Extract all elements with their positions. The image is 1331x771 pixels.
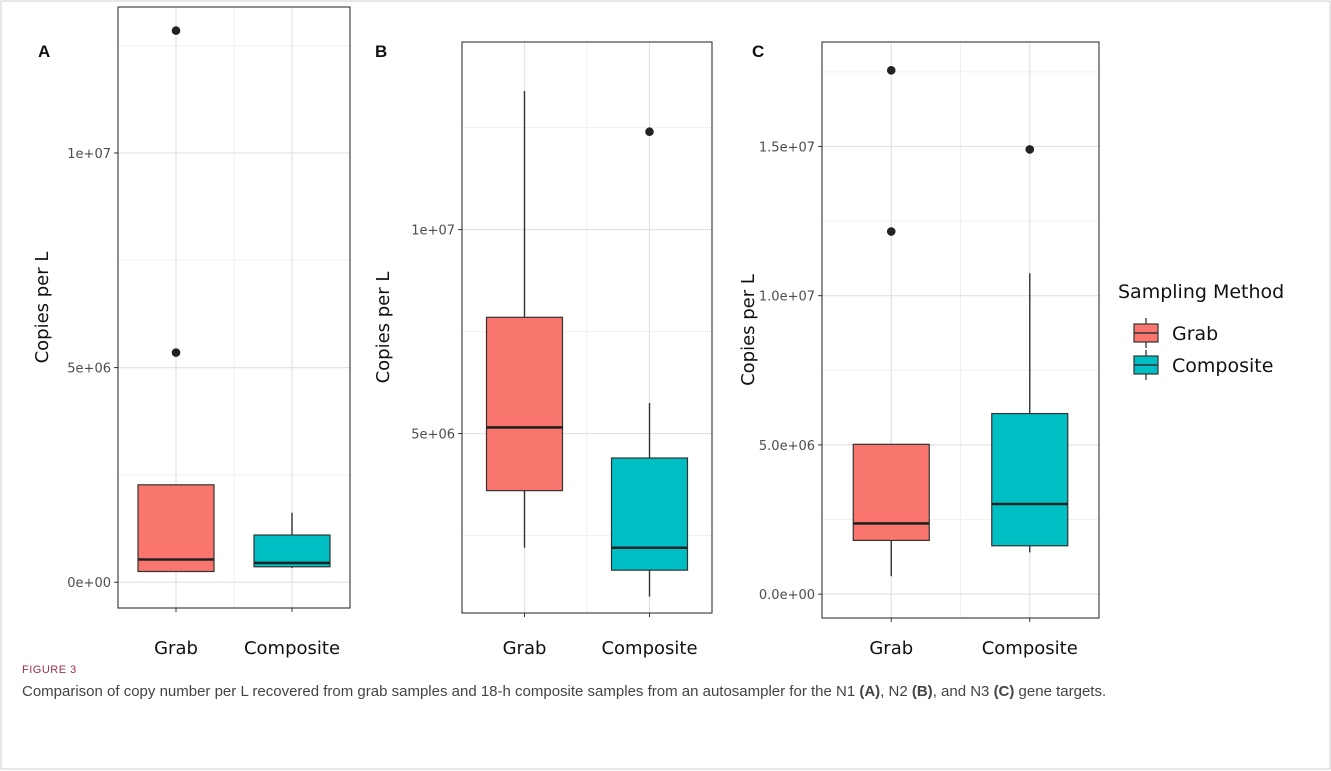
box-grab — [852, 66, 930, 577]
y-axis-label: Copies per L — [738, 274, 759, 386]
caption-text-part: Comparison of copy number per L recovere… — [22, 683, 860, 700]
box-grab — [485, 90, 564, 548]
box-iqr — [852, 443, 930, 542]
outlier-point — [886, 227, 896, 236]
panel-letter-A: A — [38, 42, 50, 61]
box-composite — [610, 127, 689, 597]
x-category-label: Composite — [244, 638, 340, 659]
box-iqr — [991, 412, 1069, 547]
caption-text-part: gene targets. — [1014, 683, 1107, 700]
panel-B: B 5e+06 1e+07 Grab Composite Copies per L — [373, 41, 713, 659]
outlier-point — [171, 26, 181, 35]
box-iqr — [485, 316, 564, 492]
box-composite — [991, 145, 1069, 553]
y-axis-label: Copies per L — [373, 272, 394, 384]
plots-area: A 0e+00 5e+06 1e+07 Grab Composite Copies per … — [32, 6, 1100, 659]
panel-letter-C: C — [752, 42, 764, 61]
panel-A: A 0e+00 5e+06 1e+07 Grab Composite Copies per … — [32, 6, 351, 659]
y-tick-label: 0e+00 — [67, 576, 111, 591]
outlier-point — [886, 66, 896, 75]
caption-panel-ref: (A) — [859, 683, 881, 700]
panel-border — [461, 41, 713, 614]
box-iqr — [137, 484, 215, 573]
y-tick-label: 5e+06 — [411, 428, 455, 443]
caption-panel-ref: (C) — [993, 683, 1015, 700]
box-iqr — [253, 534, 331, 568]
y-axis-label: Copies per L — [32, 252, 53, 364]
caption-text-part: , N2 — [880, 683, 912, 700]
box-grab — [137, 26, 215, 573]
x-category-label: Composite — [982, 638, 1078, 659]
x-category-label: Grab — [154, 638, 198, 659]
y-tick-label: 1.0e+07 — [759, 290, 815, 305]
y-tick-label: 1e+07 — [411, 224, 455, 239]
y-tick-label: 5.0e+06 — [759, 439, 815, 454]
figure-caption: Comparison of copy number per L recovere… — [22, 681, 1302, 702]
box-iqr — [610, 457, 689, 571]
panel-border — [821, 41, 1100, 619]
x-category-label: Grab — [503, 638, 547, 659]
outlier-point — [1025, 145, 1035, 154]
y-tick-label: 5e+06 — [67, 362, 111, 377]
legend-label: Composite — [1172, 355, 1273, 377]
panel-border — [117, 6, 351, 609]
panel-C: C 0.0e+00 5.0e+06 1.0e+07 1.5e+07 Grab Composi… — [738, 41, 1100, 659]
legend-title: Sampling Method — [1118, 281, 1284, 303]
caption-text-part: , and N3 — [932, 683, 994, 700]
y-tick-label: 0.0e+00 — [759, 588, 815, 603]
caption-panel-ref: (B) — [911, 683, 933, 700]
legend: Sampling Method Grab Composite — [1118, 281, 1284, 380]
legend-label: Grab — [1172, 323, 1218, 345]
y-tick-label: 1.5e+07 — [759, 140, 815, 155]
x-category-label: Grab — [869, 638, 913, 659]
panel-letter-B: B — [375, 42, 387, 61]
outlier-point — [645, 127, 654, 137]
y-tick-label: 1e+07 — [67, 147, 111, 162]
figure-label: FIGURE 3 — [22, 664, 77, 676]
outlier-point — [171, 348, 181, 357]
box-composite — [253, 512, 331, 569]
x-category-label: Composite — [601, 638, 697, 659]
